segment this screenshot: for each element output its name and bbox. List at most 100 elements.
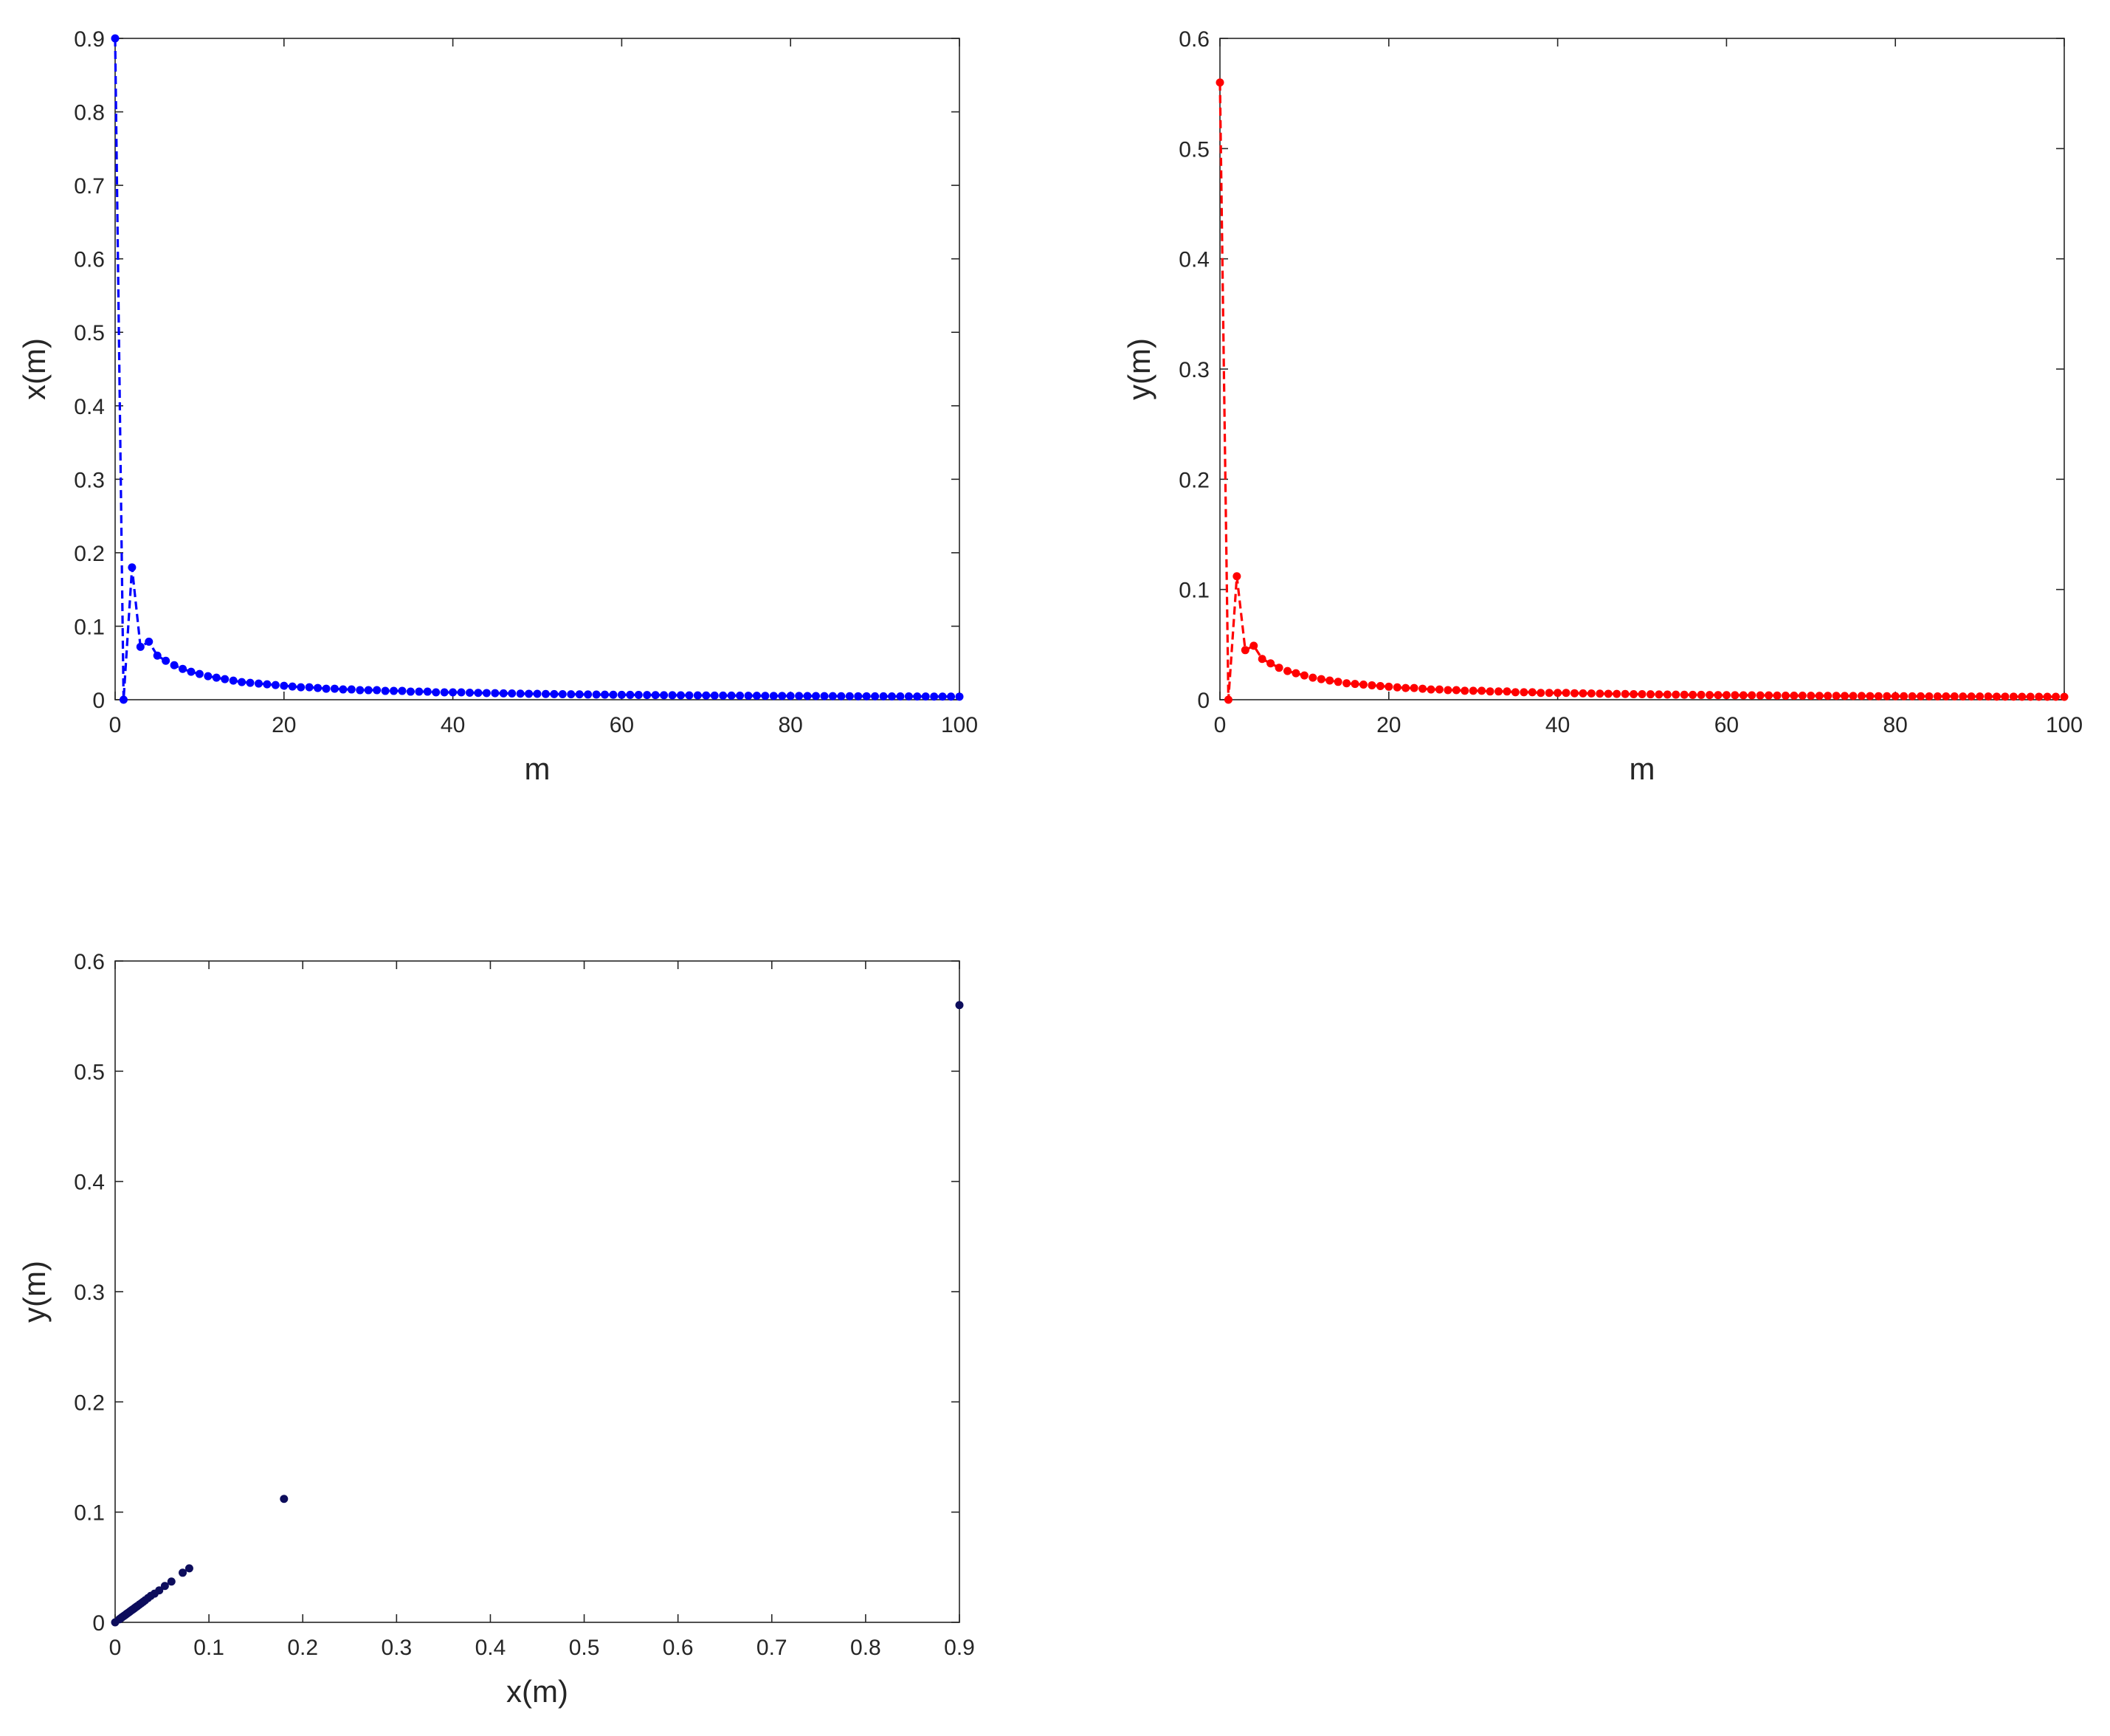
chart-x-vs-m-point — [685, 691, 694, 700]
chart-y-vs-x-xtick-label: 0.4 — [475, 1636, 506, 1660]
chart-x-vs-m-ytick-label: 0.6 — [74, 248, 105, 272]
chart-y-vs-m-point — [1266, 659, 1275, 668]
chart-x-vs-m-point — [179, 664, 187, 673]
chart-y-vs-m-ylabel: y(m) — [1122, 338, 1156, 400]
chart-y-vs-m-point — [1697, 690, 1706, 699]
chart-y-vs-x-point — [280, 1495, 289, 1504]
chart-y-vs-x-ytick-label: 0.6 — [74, 950, 105, 974]
chart-y-vs-m-point — [1815, 692, 1824, 700]
chart-y-vs-x-ytick-label: 0.3 — [74, 1281, 105, 1305]
chart-y-vs-m-xtick-label: 80 — [1883, 713, 1908, 737]
chart-x-vs-m-point — [558, 690, 567, 699]
chart-x-vs-m-point — [364, 686, 373, 695]
chart-x-vs-m-point — [482, 689, 491, 698]
chart-x-vs-m-point — [744, 692, 753, 700]
chart-x-vs-m-point — [516, 689, 525, 698]
chart-x-vs-m-point — [297, 683, 306, 692]
chart-x-vs-m-point — [373, 686, 382, 695]
chart-x-vs-m-point — [449, 688, 458, 697]
chart-y-vs-x-xlabel: x(m) — [506, 1674, 568, 1709]
chart-y-vs-m-point — [1984, 692, 1993, 701]
chart-x-vs-m-point — [541, 689, 550, 698]
chart-x-vs-m-ytick-label: 0.1 — [74, 615, 105, 639]
chart-y-vs-m-point — [1925, 692, 1934, 701]
chart-x-vs-m-point — [676, 691, 685, 700]
chart-y-vs-m-point — [1427, 685, 1435, 694]
chart-y-vs-x-xtick-label: 0.7 — [756, 1636, 787, 1660]
chart-y-vs-m-point — [1630, 690, 1638, 699]
chart-x-vs-m-point — [567, 690, 576, 699]
chart-y-vs-m-point — [1461, 686, 1469, 695]
chart-y-vs-m-point — [1334, 678, 1342, 686]
chart-y-vs-x-plot-area — [114, 960, 960, 1623]
chart-y-vs-m-point — [1554, 689, 1562, 698]
chart-y-vs-m-point — [1224, 695, 1232, 704]
chart-x-vs-m-point — [887, 692, 896, 701]
chart-x-vs-m-point — [702, 691, 711, 700]
chart-y-vs-m-xtick-label: 0 — [1214, 713, 1227, 737]
chart-x-vs-m-point — [423, 687, 432, 696]
chart-y-vs-m-ytick-label: 0.2 — [1179, 468, 1210, 492]
chart-x-vs-m-point — [162, 656, 170, 665]
chart-x-vs-m-ytick-label: 0.7 — [74, 174, 105, 199]
chart-y-vs-m-point — [1351, 680, 1359, 689]
chart-y-vs-m-xlabel: m — [1630, 751, 1655, 786]
chart-x-vs-m-point — [229, 676, 238, 685]
chart-x-vs-m-point — [769, 692, 778, 700]
chart-y-vs-m-point — [1249, 641, 1258, 650]
chart-x-vs-m-point — [710, 691, 719, 700]
chart-x-vs-m-point — [263, 680, 272, 689]
chart-x-vs-m-point — [921, 692, 930, 701]
chart-y-vs-m-point — [1807, 692, 1816, 700]
chart-x-vs-m-point — [820, 692, 829, 700]
chart-y-vs-m-point — [1933, 692, 1942, 701]
chart-x-vs-m-point — [786, 692, 795, 700]
chart-x-vs-m-point — [491, 689, 500, 698]
chart-y-vs-m-xtick-label: 20 — [1376, 713, 1401, 737]
chart-y-vs-x-xtick-label: 0.6 — [663, 1636, 694, 1660]
chart-y-vs-x-point — [167, 1577, 176, 1586]
chart-y-vs-m-point — [1494, 687, 1503, 696]
chart-x-vs-m-point — [254, 679, 263, 688]
chart-y-vs-m-point — [1655, 690, 1663, 699]
chart-x-vs-m-point — [660, 691, 669, 700]
chart-x-vs-m-point — [584, 690, 593, 699]
chart-y-vs-m-point — [1646, 690, 1655, 699]
chart-x-vs-m-point — [854, 692, 863, 700]
chart-y-vs-m-ytick-label: 0.5 — [1179, 137, 1210, 162]
chart-x-vs-m: 0 20 40 60 80 100 0 0.1 0.2 0.3 0.4 0.5 0.6 0.7 0.8 0.9… — [17, 27, 978, 786]
chart-x-vs-m-point — [601, 690, 610, 699]
chart-x-vs-m-point — [195, 669, 204, 678]
chart-y-vs-m-point — [1866, 692, 1875, 700]
chart-x-vs-m-point — [280, 681, 289, 690]
chart-x-vs-m-point — [617, 690, 626, 699]
chart-x-vs-m-point — [415, 687, 424, 696]
chart-y-vs-m-point — [1680, 690, 1689, 699]
chart-x-vs-m-point — [508, 689, 517, 698]
chart-y-vs-m-point — [1418, 684, 1427, 693]
chart-y-vs-m-point — [1798, 691, 1807, 700]
chart-y-vs-m-xtick-label: 40 — [1545, 713, 1570, 737]
chart-x-vs-m-point — [795, 692, 804, 700]
chart-x-vs-m-point — [432, 688, 441, 697]
chart-y-vs-m-ytick-label: 0.4 — [1179, 248, 1210, 272]
chart-x-vs-m-point — [465, 689, 474, 698]
chart-x-vs-m-point — [406, 687, 415, 696]
chart-x-vs-m-point — [930, 692, 939, 701]
chart-x-vs-m-point — [727, 691, 736, 700]
chart-y-vs-m-point — [1368, 681, 1376, 689]
chart-y-vs-m-point — [1849, 692, 1858, 700]
chart-y-vs-x-xtick-label: 0.1 — [193, 1636, 224, 1660]
chart-x-vs-m-point — [533, 689, 542, 698]
chart-y-vs-m-point — [1503, 687, 1511, 696]
chart-y-vs-m-point — [1232, 572, 1241, 581]
chart-x-vs-m-point — [322, 684, 331, 693]
chart-y-vs-m-point — [1832, 692, 1841, 700]
chart-x-vs-m-ytick-label: 0 — [92, 689, 105, 713]
chart-x-vs-m-ytick-label: 0.9 — [74, 27, 105, 52]
chart-x-vs-m-xtick-label: 100 — [941, 713, 978, 737]
chart-x-vs-m-point — [499, 689, 508, 698]
chart-x-vs-m-point — [212, 673, 221, 682]
chart-y-vs-m-point — [1756, 691, 1765, 700]
chart-y-vs-m-point — [1444, 686, 1452, 695]
